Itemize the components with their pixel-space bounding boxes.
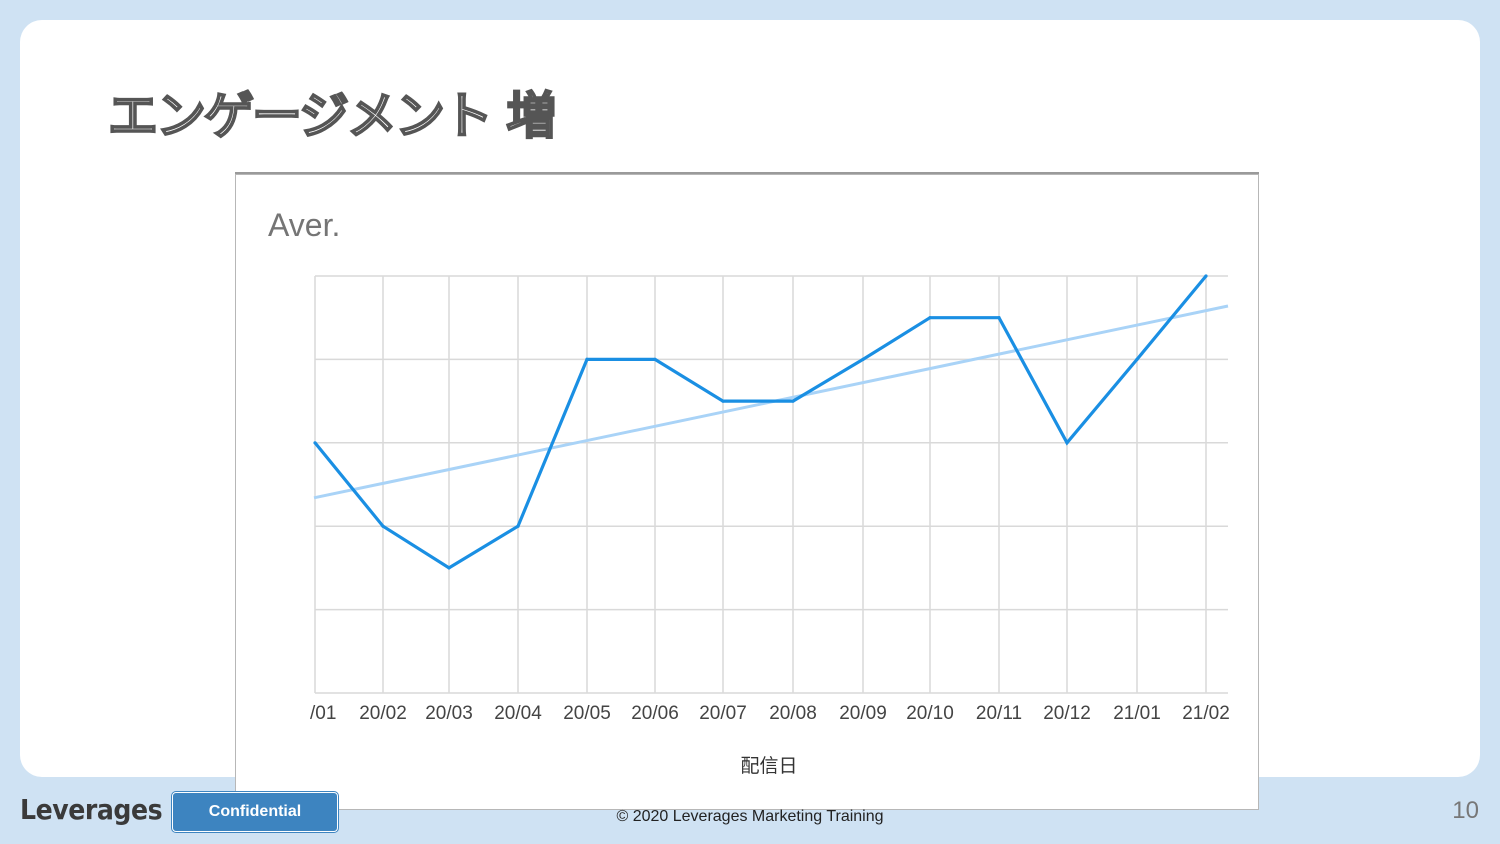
data-point: [516, 524, 520, 528]
x-tick-label: 20/08: [769, 703, 817, 724]
x-tick-labels: /01 20/02 20/03 20/04 20/05 20/06 20/07 20/08 20…: [310, 703, 1230, 724]
x-tick-label: 20/04: [494, 703, 542, 724]
data-point: [997, 316, 1001, 320]
data-point: [1065, 441, 1069, 445]
data-point: [381, 524, 385, 528]
x-tick-label: 20/07: [699, 703, 747, 724]
x-tick-label: 20/10: [906, 703, 954, 724]
x-tick-label: 20/09: [839, 703, 887, 724]
x-tick-label: 20/05: [563, 703, 611, 724]
data-point: [1135, 357, 1139, 361]
chart-grid: [314, 275, 1228, 694]
x-tick-label: 21/02: [1182, 703, 1230, 724]
x-tick-label: 20/03: [425, 703, 473, 724]
x-tick-label: 20/06: [631, 703, 679, 724]
confidential-badge: Confidential: [172, 792, 338, 832]
copyright-text: © 2020 Leverages Marketing Training: [616, 808, 884, 825]
x-tick-label: /01: [310, 703, 336, 724]
series-line: [313, 274, 1208, 570]
x-tick-label: 20/11: [976, 703, 1022, 724]
x-tick-label: 20/12: [1043, 703, 1091, 724]
data-point: [653, 357, 657, 361]
data-point: [585, 357, 589, 361]
data-point: [791, 399, 795, 403]
data-point: [721, 399, 725, 403]
data-point: [313, 441, 317, 445]
data-point: [928, 316, 932, 320]
series-group: [313, 274, 1208, 570]
slide-title: エンゲージメント 増: [107, 86, 557, 146]
chart-frame: Aver. /01 20/02 20/03 20/04 20/05 20/06 20/07 2…: [235, 174, 1259, 810]
data-point: [861, 357, 865, 361]
leverages-logo: Leverages: [20, 793, 163, 826]
page-number: 10: [1452, 797, 1479, 824]
line-chart: Aver. /01 20/02 20/03 20/04 20/05 20/06 20/07 2…: [268, 207, 1230, 777]
slide-panel: エンゲージメント 増 Aver. /01 20/02 20/03 20/04 20/05…: [20, 20, 1480, 810]
x-tick-label: 21/01: [1113, 703, 1161, 724]
x-tick-label: 20/02: [359, 703, 407, 724]
data-point: [1204, 274, 1208, 278]
x-axis-label: 配信日: [740, 755, 797, 777]
data-point: [447, 566, 451, 570]
chart-title: Aver.: [268, 207, 340, 243]
